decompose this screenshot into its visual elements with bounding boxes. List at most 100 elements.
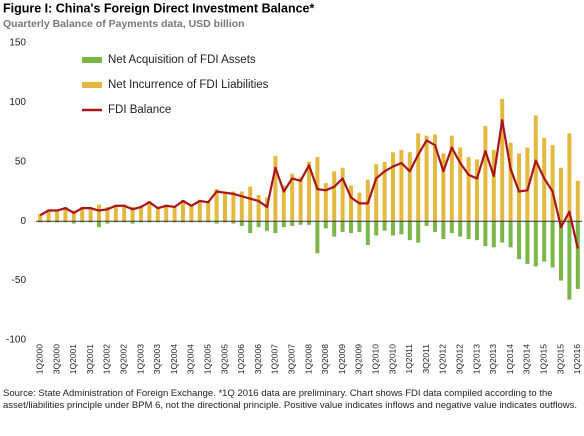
- x-tick-label: 3Q2011: [421, 344, 431, 374]
- bar: [407, 221, 412, 241]
- bar: [55, 221, 59, 223]
- bar: [533, 221, 538, 267]
- bar: [172, 205, 177, 222]
- bar: [281, 185, 286, 222]
- bar: [416, 133, 421, 222]
- bar: [508, 142, 513, 222]
- chart-title: Figure I: China's Foreign Direct Investm…: [3, 1, 315, 15]
- bar: [248, 221, 253, 234]
- bar: [273, 155, 278, 222]
- bar: [239, 221, 244, 226]
- bar: [71, 210, 76, 222]
- bar: [357, 221, 362, 232]
- x-tick-label: 1Q2001: [68, 344, 78, 375]
- bar: [559, 167, 563, 222]
- bar: [298, 177, 303, 222]
- bar: [189, 221, 194, 223]
- bar: [197, 199, 202, 222]
- x-tick-label: 1Q2010: [370, 344, 380, 375]
- y-tick-label: -50: [12, 275, 27, 286]
- x-tick-label: 3Q2012: [454, 344, 464, 375]
- bar: [248, 186, 253, 222]
- bar: [491, 221, 496, 248]
- legend-label: Net Incurrence of FDI Liabilities: [108, 79, 269, 91]
- legend-label: Net Acquisition of FDI Assets: [108, 54, 256, 66]
- balance-line: [39, 119, 579, 249]
- bar: [122, 204, 127, 222]
- bar: [265, 197, 269, 222]
- x-tick-label: 3Q2015: [555, 344, 565, 375]
- bar: [441, 221, 446, 240]
- bar: [214, 189, 219, 222]
- bar: [197, 221, 202, 223]
- bar: [466, 221, 471, 240]
- bar: [256, 221, 261, 228]
- bar: [172, 221, 177, 223]
- bar: [63, 206, 68, 222]
- x-tick-label: 3Q2003: [152, 344, 162, 375]
- x-tick-label: 1Q2006: [236, 344, 246, 375]
- bar: [475, 221, 479, 241]
- bar: [139, 205, 143, 222]
- bar: [559, 221, 563, 281]
- x-tick-label: 1Q2004: [169, 344, 179, 375]
- bar: [332, 171, 337, 222]
- bar: [332, 221, 337, 237]
- bar: [307, 221, 311, 225]
- bar: [517, 221, 521, 260]
- bar: [458, 147, 463, 222]
- bar: [239, 191, 244, 222]
- bar: [340, 221, 345, 232]
- bar: [147, 221, 152, 223]
- source-note: Source: State Administration of Foreign …: [3, 388, 578, 411]
- bar: [567, 133, 572, 222]
- bar: [281, 221, 286, 228]
- bar: [374, 164, 379, 222]
- bar: [223, 221, 227, 223]
- bar: [55, 209, 59, 222]
- x-tick-label: 1Q2011: [404, 344, 414, 374]
- bar: [416, 221, 421, 243]
- bar: [38, 214, 43, 222]
- bar: [38, 221, 43, 223]
- x-tick-label: 3Q2010: [387, 344, 397, 375]
- bar: [164, 221, 169, 223]
- x-tick-label: 3Q2013: [488, 344, 498, 375]
- bar: [391, 152, 395, 222]
- bar: [500, 98, 505, 222]
- x-tick-label: 1Q2013: [471, 344, 481, 375]
- bar: [113, 204, 118, 222]
- legend-swatch: [82, 82, 102, 88]
- bar: [155, 206, 160, 222]
- bar: [525, 221, 530, 264]
- bar: [231, 221, 236, 224]
- bar: [441, 153, 446, 222]
- bar: [113, 221, 118, 223]
- bar: [391, 221, 395, 236]
- bar: [181, 199, 185, 222]
- bar: [575, 180, 580, 222]
- bar: [525, 147, 530, 222]
- x-tick-label: 1Q2002: [102, 344, 112, 375]
- legend-label: FDI Balance: [108, 104, 171, 116]
- bar: [533, 115, 538, 222]
- bar: [357, 192, 362, 222]
- x-tick-label: 1Q2008: [303, 344, 313, 375]
- x-tick-label: 3Q2005: [219, 344, 229, 375]
- x-tick-label: 1Q2015: [538, 344, 548, 375]
- bar: [483, 126, 488, 222]
- bar: [340, 167, 345, 222]
- bar: [365, 221, 370, 245]
- chart: Figure I: China's Foreign Direct Investm…: [3, 1, 582, 375]
- bar: [349, 185, 353, 222]
- bar: [147, 201, 152, 222]
- bar: [181, 221, 185, 223]
- bar: [231, 191, 236, 222]
- bar: [500, 221, 505, 243]
- x-tick-label: 1Q2012: [438, 344, 448, 375]
- bar: [382, 221, 387, 231]
- bar: [433, 134, 437, 222]
- x-tick-label: 3Q2000: [51, 344, 61, 375]
- bar: [206, 221, 211, 223]
